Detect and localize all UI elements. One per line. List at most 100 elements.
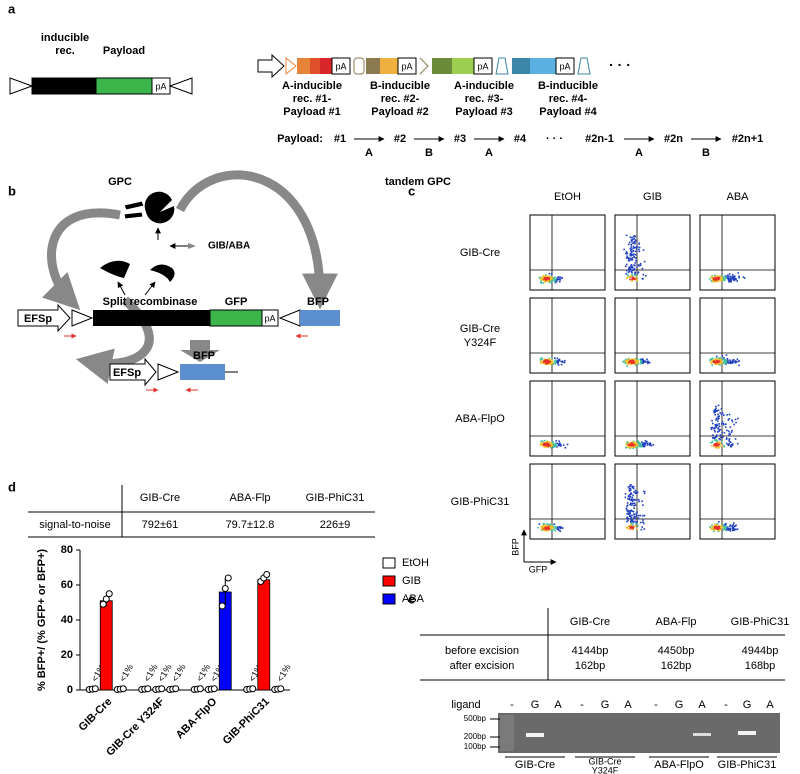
flow-dot xyxy=(734,528,736,531)
flow-dot xyxy=(629,503,631,506)
part-label: Split recombinase xyxy=(103,296,198,308)
flow-dot xyxy=(631,520,634,522)
flow-dot xyxy=(718,360,721,363)
flow-dot xyxy=(551,280,553,282)
flow-dot xyxy=(717,277,719,280)
flow-dot xyxy=(709,442,712,444)
flow-dot xyxy=(729,530,732,532)
part-label: BFP xyxy=(307,296,329,308)
flow-dot xyxy=(628,490,631,492)
flow-dot xyxy=(552,526,555,529)
flow-dot xyxy=(723,523,725,526)
flow-dot xyxy=(638,500,640,503)
ladder-label: 200bp xyxy=(464,732,487,741)
flow-dot xyxy=(628,445,630,448)
flow-dot xyxy=(710,426,713,429)
unit-label: rec. #3- xyxy=(465,93,504,105)
flow-dot xyxy=(549,525,552,528)
flow-dot xyxy=(627,519,629,522)
flow-dot xyxy=(642,521,644,523)
panel-label: a xyxy=(8,1,16,16)
flow-dot xyxy=(631,360,633,362)
flow-dot xyxy=(733,525,736,528)
flow-dot xyxy=(715,425,718,428)
flow-dot xyxy=(635,512,638,515)
flow-dot xyxy=(549,446,552,449)
flow-dot xyxy=(556,359,558,362)
flow-dot xyxy=(638,246,641,249)
flow-dot xyxy=(730,280,732,282)
flow-dot xyxy=(717,280,720,282)
flow-dot xyxy=(634,253,637,256)
flow-dot xyxy=(548,444,551,446)
flow-dot xyxy=(720,276,722,279)
flow-dot xyxy=(715,434,718,436)
flow-dot xyxy=(545,279,547,281)
flow-dot xyxy=(561,527,564,529)
flow-dot xyxy=(635,527,638,530)
flow-plot xyxy=(699,214,776,291)
flow-dot xyxy=(634,364,637,366)
flow-dot xyxy=(639,444,642,446)
flow-dot xyxy=(635,514,638,516)
flow-dot xyxy=(731,419,733,421)
flow-dot xyxy=(715,405,717,408)
flow-dot xyxy=(560,526,563,529)
flow-dot xyxy=(629,254,632,256)
flow-dot xyxy=(635,360,638,363)
flow-dot xyxy=(633,358,635,361)
flow-dot xyxy=(627,359,629,361)
flow-dot xyxy=(551,443,554,445)
flow-dot xyxy=(546,442,549,445)
arrow-label: B xyxy=(425,147,433,159)
flow-dot xyxy=(712,434,714,436)
group-label: GIB-PhiC31 xyxy=(718,759,777,771)
flow-dot xyxy=(633,516,635,519)
flow-dot xyxy=(718,425,721,427)
flow-dot xyxy=(636,272,639,275)
flow-dot xyxy=(726,361,729,363)
table-rules xyxy=(28,485,785,681)
flow-dot xyxy=(710,428,713,431)
flow-dot xyxy=(542,276,544,278)
flow-dot xyxy=(636,358,639,361)
flow-dot xyxy=(543,528,546,531)
flow-dot xyxy=(628,266,631,268)
flow-dot xyxy=(629,526,631,528)
flow-dot xyxy=(639,358,642,361)
table-row-label: after excision xyxy=(450,660,515,672)
flow-dot xyxy=(715,361,718,363)
flow-dot xyxy=(723,526,726,528)
flow-dot xyxy=(710,358,713,361)
flow-dot xyxy=(636,491,639,494)
flow-dot xyxy=(627,510,629,513)
flow-dot xyxy=(636,446,639,448)
flow-dot xyxy=(713,526,716,528)
flow-dot xyxy=(730,275,732,278)
flow-dot xyxy=(631,485,634,488)
flow-dot xyxy=(731,526,734,528)
flow-dot xyxy=(641,526,644,528)
flow-dot xyxy=(543,360,546,363)
flow-dot xyxy=(726,442,728,445)
flow-dot xyxy=(625,251,628,253)
flow-dot xyxy=(719,412,721,414)
flow-dot xyxy=(729,426,732,428)
lane-label: - xyxy=(510,699,514,711)
flow-dot xyxy=(554,527,556,529)
flow-dot xyxy=(710,444,713,447)
flow-dot xyxy=(717,409,720,412)
flow-dot xyxy=(630,259,632,261)
flow-dot xyxy=(557,364,560,366)
flow-dot xyxy=(547,275,550,278)
flow-dot xyxy=(735,360,738,363)
flow-dot xyxy=(628,361,630,364)
flow-dot xyxy=(719,428,722,431)
flow-dot xyxy=(630,520,632,523)
flow-dot xyxy=(553,523,556,525)
flow-dot xyxy=(638,248,640,251)
flow-dot xyxy=(549,359,551,362)
flow-dot xyxy=(722,528,724,531)
flow-dot xyxy=(632,526,635,529)
flow-dot xyxy=(551,529,554,531)
